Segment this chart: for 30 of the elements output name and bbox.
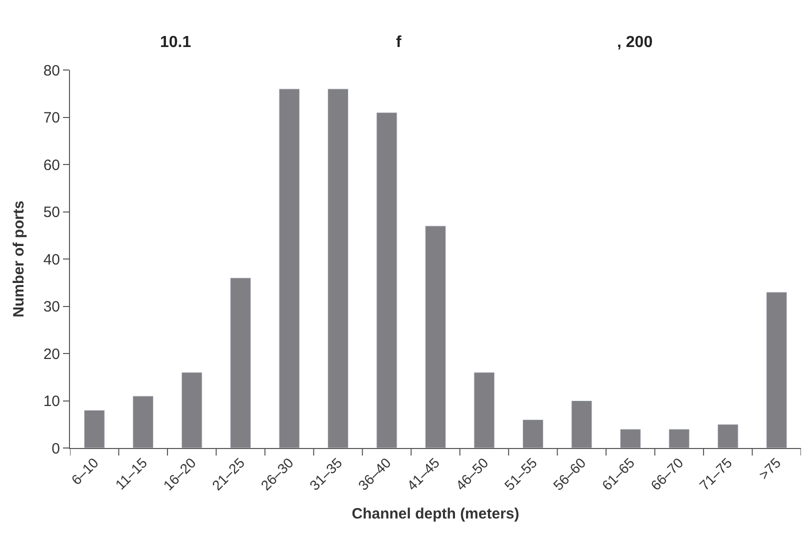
bar [278, 88, 300, 448]
text: , 200 [617, 34, 653, 51]
bar [717, 424, 738, 448]
y-tick-label: 20 [43, 346, 60, 363]
bar [620, 428, 641, 448]
y-tick-label: 10 [43, 393, 60, 410]
y-tick-label: 60 [43, 156, 60, 174]
bar [181, 372, 202, 448]
bar [84, 410, 105, 448]
bar [425, 226, 446, 448]
bar [474, 372, 495, 448]
bar [766, 292, 788, 448]
y-tick-label: 80 [43, 62, 60, 80]
bar [668, 428, 690, 448]
text: 10.1 [160, 34, 192, 51]
y-tick-label: 70 [43, 110, 60, 126]
bar [230, 278, 252, 448]
bar [328, 88, 349, 448]
bar [571, 400, 592, 448]
x-tick-label: >75 [756, 454, 784, 483]
text: f [396, 34, 402, 51]
y-tick-label: 0 [52, 440, 60, 458]
y-tick-label: 30 [43, 298, 60, 316]
bar [522, 419, 544, 448]
y-tick-label: 40 [43, 251, 60, 268]
y-tick-label: 50 [43, 204, 60, 221]
x-axis-title: Channel depth (meters) [352, 505, 520, 522]
bar [132, 396, 154, 448]
y-axis-title: Number of ports [10, 200, 28, 318]
bar [376, 112, 398, 448]
